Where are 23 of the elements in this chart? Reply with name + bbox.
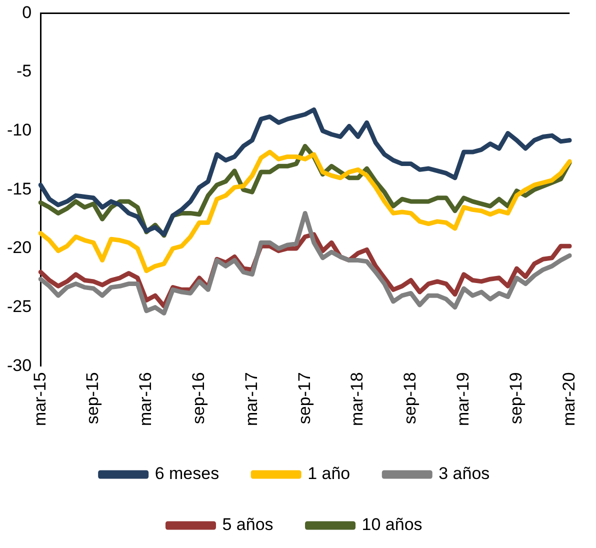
y-tick-label: -5: [16, 62, 32, 81]
legend-label: 6 meses: [154, 464, 220, 484]
y-tick-label: -10: [6, 120, 32, 140]
legend-label: 3 años: [438, 464, 490, 484]
y-tick-label: -20: [6, 238, 32, 258]
x-tick-label: mar-15: [30, 372, 50, 426]
x-tick-label: sep-17: [294, 372, 314, 424]
x-tick-label: sep-18: [400, 372, 420, 424]
x-tick-label: mar-20: [559, 372, 578, 426]
legend-label: 10 años: [362, 515, 422, 534]
y-tick-label: -30: [6, 356, 32, 375]
x-tick-label: sep-16: [188, 372, 208, 424]
x-tick-label: sep-19: [506, 372, 526, 424]
legend-label: 5 años: [222, 515, 274, 534]
x-tick-label: mar-18: [348, 372, 367, 426]
y-tick-label: -25: [6, 297, 32, 316]
y-tick-label: 0: [22, 2, 32, 22]
x-tick-label: sep-15: [83, 372, 102, 424]
legend-label: 1 año: [308, 464, 350, 484]
x-tick-label: mar-16: [136, 372, 156, 426]
y-tick-label: -15: [6, 179, 32, 198]
x-tick-label: mar-19: [453, 372, 472, 426]
x-tick-label: mar-17: [242, 372, 261, 426]
